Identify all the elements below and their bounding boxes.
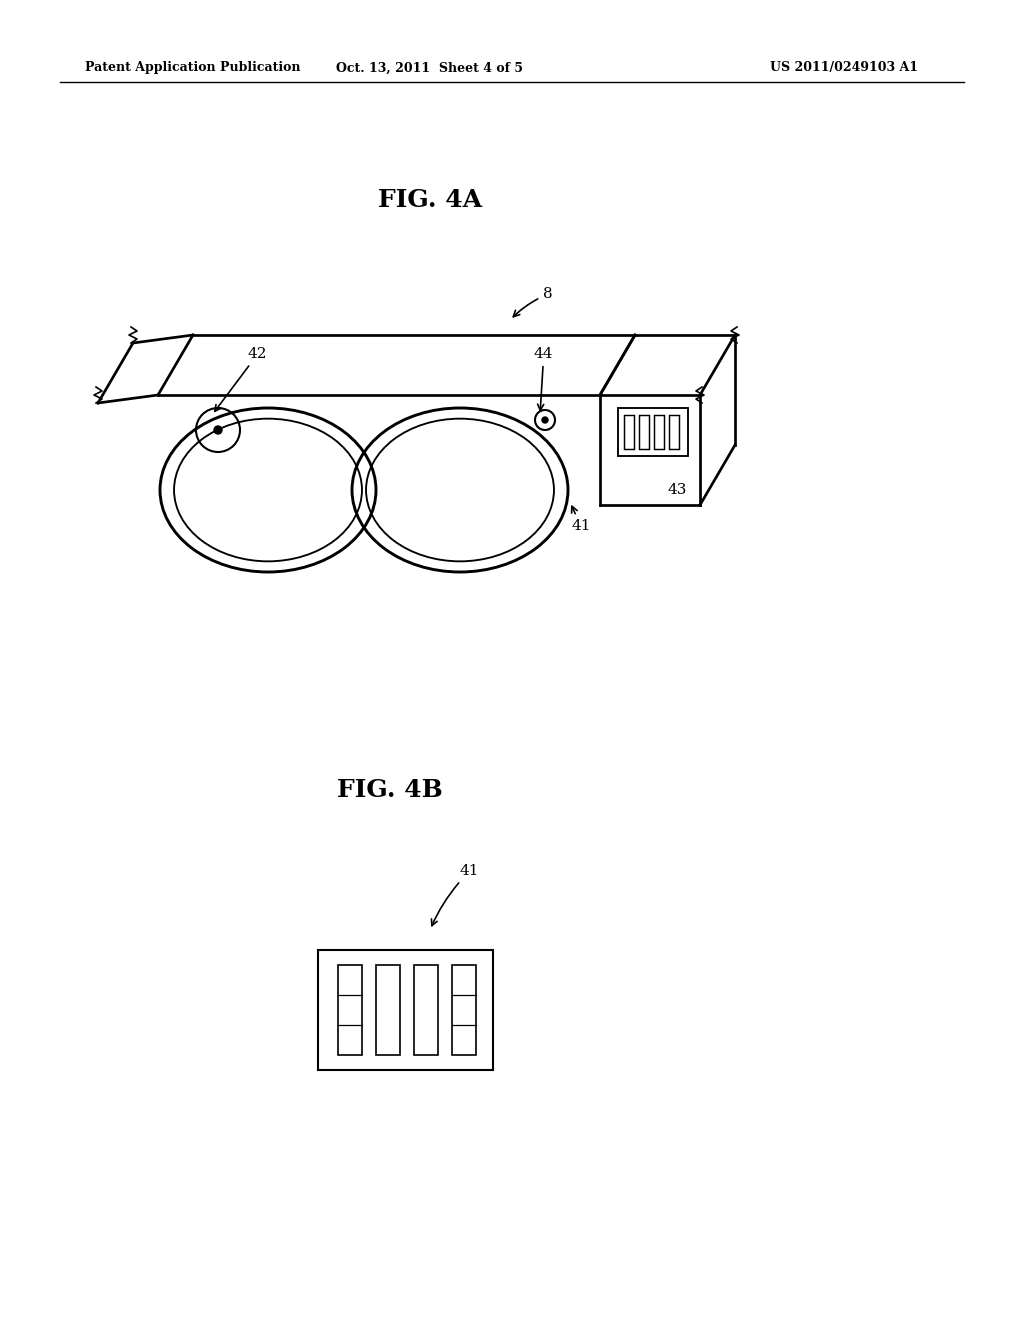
Bar [654, 414, 664, 449]
Text: 41: 41 [431, 865, 479, 925]
Text: 44: 44 [534, 347, 554, 411]
Text: US 2011/0249103 A1: US 2011/0249103 A1 [770, 62, 918, 74]
Text: 8: 8 [513, 286, 553, 317]
Text: FIG. 4A: FIG. 4A [378, 187, 482, 213]
Bar [452, 965, 476, 1055]
Bar [338, 965, 362, 1055]
Circle shape [214, 426, 222, 434]
Text: Patent Application Publication: Patent Application Publication [85, 62, 300, 74]
Bar [624, 414, 634, 449]
Text: FIG. 4B: FIG. 4B [337, 777, 442, 803]
Bar [639, 414, 649, 449]
Bar [618, 408, 688, 455]
Circle shape [542, 417, 548, 422]
Text: 41: 41 [571, 507, 591, 533]
Bar [318, 950, 493, 1071]
Bar [669, 414, 679, 449]
Bar [414, 965, 438, 1055]
Bar [376, 965, 400, 1055]
Text: Oct. 13, 2011  Sheet 4 of 5: Oct. 13, 2011 Sheet 4 of 5 [337, 62, 523, 74]
Text: 43: 43 [668, 483, 687, 498]
Text: 42: 42 [215, 347, 267, 412]
